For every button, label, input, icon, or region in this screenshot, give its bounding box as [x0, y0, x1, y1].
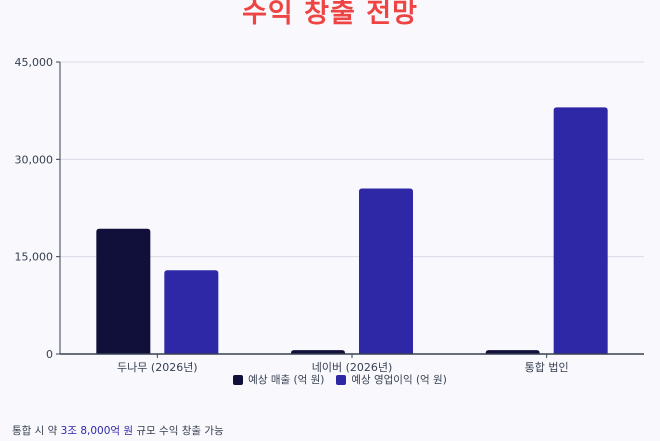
chart-title: 수익 창출 전망	[242, 0, 418, 29]
footnote: 통합 시 약 3조 8,000억 원 규모 수익 창출 가능	[12, 423, 224, 438]
y-tick-label: 30,000	[15, 153, 54, 166]
legend-item-op-profit[interactable]: 예상 영업이익 (억 원)	[336, 372, 447, 387]
y-tick-label: 45,000	[15, 56, 54, 69]
legend-swatch-revenue	[233, 374, 244, 385]
legend-label-op-profit: 예상 영업이익 (억 원)	[351, 374, 447, 386]
x-tick-label: 통합 법인	[525, 361, 569, 374]
y-tick-label: 0	[46, 348, 53, 361]
bar-op-profit	[164, 270, 219, 354]
bar-revenue	[485, 350, 540, 354]
footnote-suffix: 규모 수익 창출 가능	[133, 425, 224, 437]
legend: 예상 매출 (억 원) 예상 영업이익 (억 원)	[0, 372, 660, 387]
bar-revenue	[291, 350, 345, 354]
bar-op-profit	[553, 107, 608, 354]
legend-item-revenue[interactable]: 예상 매출 (억 원)	[233, 372, 324, 387]
legend-swatch-op-profit	[336, 374, 347, 385]
axes: 0 15,000 30,000 45,000 두나무 (2026년) 네이버 (2026년…	[15, 56, 644, 374]
footnote-highlight: 3조 8,000억 원	[60, 425, 134, 437]
gridlines	[60, 61, 644, 258]
y-tick-label: 15,000	[15, 251, 54, 264]
footnote-prefix: 통합 시 약	[12, 425, 61, 437]
legend-label-revenue: 예상 매출 (억 원)	[248, 374, 325, 386]
bar-revenue	[96, 228, 151, 354]
x-tick-label: 두나무 (2026년)	[117, 361, 198, 374]
x-tick-label: 네이버 (2026년)	[312, 361, 393, 374]
bar-op-profit	[359, 188, 413, 354]
bars	[96, 107, 608, 354]
